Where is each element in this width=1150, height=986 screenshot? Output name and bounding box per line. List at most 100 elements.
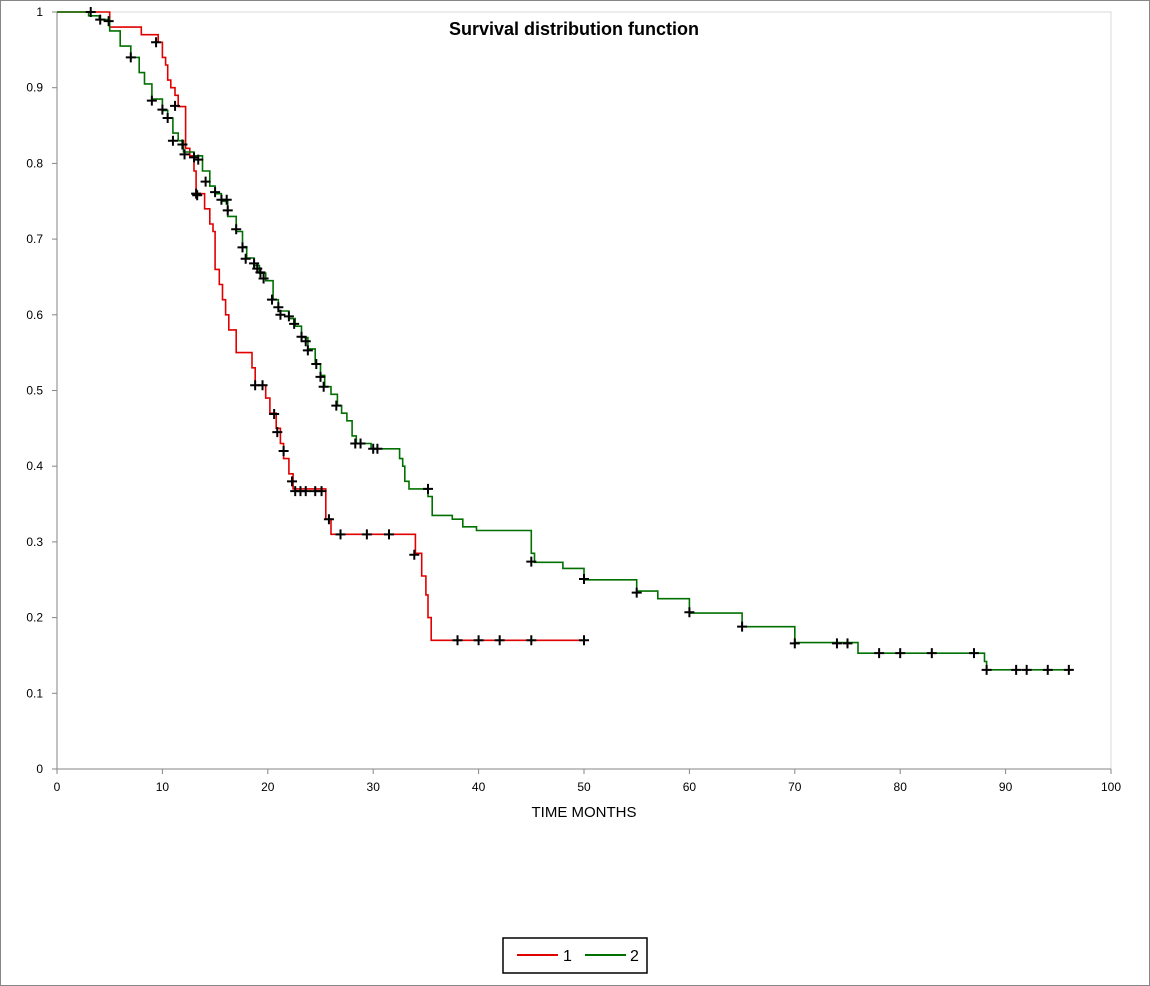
censor-marker-series-2 <box>1042 664 1053 675</box>
legend: 1 2 <box>502 937 648 974</box>
censor-marker-series-2 <box>221 194 232 205</box>
censor-marker-series-2 <box>95 14 106 25</box>
censor-marker-series-2 <box>146 95 157 106</box>
censor-marker-series-1 <box>272 427 283 438</box>
x-tick-label: 10 <box>156 780 170 794</box>
x-tick-label: 30 <box>367 780 381 794</box>
censor-marker-series-2 <box>579 573 589 584</box>
censor-marker-series-1 <box>287 476 298 487</box>
censor-marker-series-1 <box>335 529 346 540</box>
censor-marker-series-2 <box>895 648 906 659</box>
censor-marker-series-1 <box>452 635 463 646</box>
censor-marker-series-2 <box>737 621 748 632</box>
censor-marker-series-2 <box>210 187 221 198</box>
censor-marker-series-2 <box>302 345 313 356</box>
censor-marker-series-2 <box>789 638 800 649</box>
censor-marker-series-2 <box>222 205 233 216</box>
censor-marker-series-2 <box>526 556 537 567</box>
censor-marker-series-2 <box>315 371 326 382</box>
censor-marker-series-2 <box>926 648 937 659</box>
y-tick-label: 0.7 <box>26 232 43 246</box>
censor-marker-series-2 <box>842 638 853 649</box>
censor-marker-series-2 <box>311 359 322 370</box>
censor-marker-series-2 <box>193 154 204 165</box>
censor-marker-series-2 <box>283 311 294 322</box>
censor-marker-series-2 <box>240 253 251 264</box>
censor-marker-series-1 <box>409 549 420 560</box>
censor-marker-series-2 <box>255 267 266 278</box>
censor-marker-series-2 <box>331 400 342 411</box>
censor-marker-series-2 <box>267 294 278 305</box>
censor-marker-series-2 <box>318 381 329 392</box>
series-2-line <box>57 11 1069 671</box>
censor-marker-series-1 <box>257 380 268 391</box>
y-tick-label: 1 <box>36 5 43 19</box>
x-tick-label: 90 <box>999 780 1013 794</box>
legend-label-series-2: 2 <box>630 948 639 965</box>
censor-marker-series-2 <box>85 7 96 17</box>
censor-marker-series-1 <box>191 188 202 199</box>
y-axis-ticks: 0 0.1 0.2 0.3 0.4 0.5 0.6 0.7 0.8 0.9 1 <box>26 5 57 776</box>
censor-marker-series-2 <box>157 104 168 115</box>
censor-marker-series-2 <box>355 438 366 449</box>
x-tick-label: 20 <box>261 780 275 794</box>
censor-marker-series-2 <box>372 443 383 454</box>
censor-marker-series-2 <box>162 112 173 123</box>
censor-marker-series-2 <box>289 318 300 329</box>
y-tick-label: 0.3 <box>26 535 43 549</box>
x-tick-label: 0 <box>54 780 61 794</box>
censor-marker-series-2 <box>200 176 211 187</box>
y-tick-label: 0.8 <box>26 156 43 170</box>
censor-marker-series-1 <box>151 37 162 48</box>
censor-marker-series-2 <box>831 638 842 649</box>
y-tick-label: 0.1 <box>26 686 43 700</box>
y-tick-label: 0.5 <box>26 384 43 398</box>
censor-marker-series-2 <box>423 483 434 494</box>
censor-marker-series-1 <box>323 514 334 525</box>
censor-marker-series-1 <box>300 486 311 497</box>
censor-marker-series-2 <box>170 100 181 111</box>
censor-marker-series-2 <box>1063 664 1074 675</box>
x-tick-label: 60 <box>683 780 697 794</box>
x-tick-label: 50 <box>577 780 591 794</box>
series-1-line <box>57 11 584 642</box>
censor-marker-series-2 <box>968 648 979 659</box>
chart-title: Survival distribution function <box>449 19 699 39</box>
censor-marker-series-2 <box>177 139 188 150</box>
plot-area-border <box>56 11 1112 770</box>
x-tick-label: 80 <box>894 780 908 794</box>
censor-marker-series-1 <box>278 446 289 457</box>
x-tick-label: 70 <box>788 780 802 794</box>
series-layer <box>57 11 1069 671</box>
x-axis-label: TIME MONTHS <box>532 804 637 821</box>
y-tick-label: 0.2 <box>26 611 43 625</box>
censor-marker-series-2 <box>237 242 248 253</box>
censor-marker-series-2 <box>300 336 311 347</box>
censor-marker-series-2 <box>874 648 885 659</box>
censor-marker-series-1 <box>269 408 280 419</box>
censor-marker-series-1 <box>473 635 484 646</box>
censor-marker-series-2 <box>231 224 242 235</box>
censor-markers <box>85 7 1074 675</box>
censor-marker-series-1 <box>316 486 327 497</box>
censor-marker-series-2 <box>179 149 190 160</box>
y-tick-label: 0 <box>36 762 43 776</box>
censor-marker-series-2 <box>273 302 284 313</box>
censor-marker-series-2 <box>684 607 695 618</box>
y-tick-label: 0.6 <box>26 308 43 322</box>
censor-marker-series-2 <box>125 52 136 63</box>
censor-marker-series-2 <box>1021 664 1032 675</box>
censor-marker-series-2 <box>275 309 286 320</box>
censor-marker-series-1 <box>526 635 537 646</box>
x-tick-label: 100 <box>1101 780 1121 794</box>
censor-marker-series-1 <box>579 635 589 646</box>
y-tick-label: 0.9 <box>26 81 43 95</box>
legend-label-series-1: 1 <box>563 948 572 965</box>
censor-marker-series-2 <box>249 258 260 269</box>
censor-marker-series-2 <box>631 587 642 598</box>
censor-marker-series-1 <box>494 635 505 646</box>
censor-marker-series-1 <box>384 529 395 540</box>
x-axis-ticks: 0 10 20 30 40 50 60 70 80 90 100 <box>54 769 1121 794</box>
